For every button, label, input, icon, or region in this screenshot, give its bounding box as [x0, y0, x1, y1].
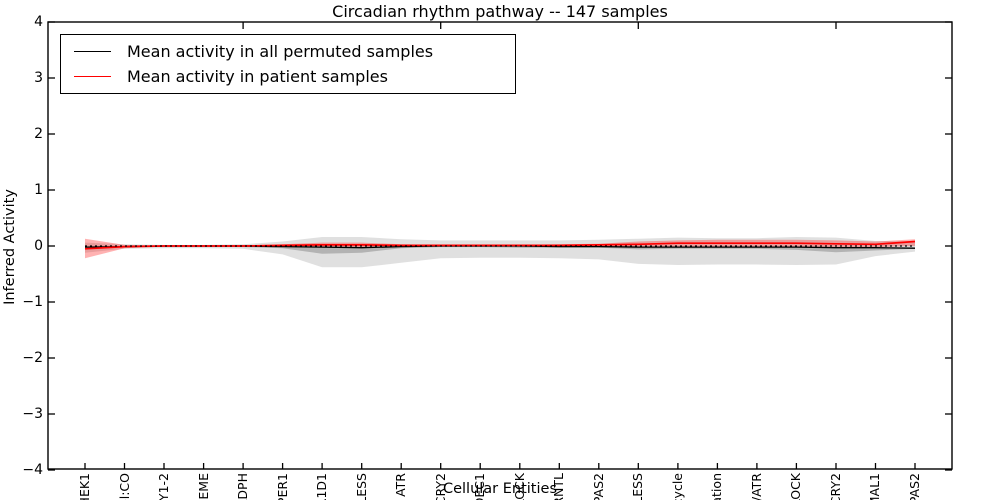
y-tick-label: 1: [34, 182, 43, 198]
x-tick-label: mol:HEME: [196, 473, 211, 500]
y-tick-label: −1: [22, 294, 43, 310]
x-tick-label: NPAS2: [590, 473, 606, 500]
x-tick-label: CHEK1: [77, 473, 92, 500]
x-tick-label: PER1: [274, 473, 290, 500]
x-tick-label: TIMELESS: [354, 473, 369, 500]
legend: Mean activity in all permuted samples Me…: [60, 34, 516, 94]
x-tick-label: CRY2: [432, 473, 448, 500]
legend-item-patient: Mean activity in patient samples: [74, 67, 515, 86]
x-tick-label: TIMELESS/CHEK1/ATR: [749, 473, 764, 500]
legend-label: Mean activity in all permuted samples: [127, 42, 434, 61]
red-line-swatch: [74, 76, 111, 77]
x-tick-label: CLOCK: [511, 473, 527, 500]
x-tick-label: mol:NADPH: [235, 473, 250, 500]
x-tick-label: PER1-2 / CRY1-2: [156, 473, 171, 500]
x-tick-label: BMAL1/CLOCK: [788, 473, 803, 500]
x-tick-label: NR1D1: [314, 473, 330, 500]
y-tick-label: −4: [22, 462, 43, 478]
y-tick-label: 4: [34, 14, 43, 30]
x-tick-label: PER1/TIMELESS: [630, 473, 645, 500]
black-line-swatch: [74, 51, 111, 52]
x-axis-label: Cellular Entities: [442, 481, 558, 497]
y-tick-label: −3: [22, 406, 43, 422]
y-tick-label: 2: [34, 126, 43, 142]
x-tick-label: ATR: [393, 473, 409, 497]
x-tick-label: TIMELESS/CRY2: [828, 473, 843, 500]
legend-label: Mean activity in patient samples: [127, 67, 388, 86]
x-tick-label: S phase of mitotic cell cycle: [670, 473, 685, 500]
y-tick-label: 3: [34, 70, 43, 86]
legend-item-permuted: Mean activity in all permuted samples: [74, 42, 515, 61]
x-tick-label: chromatin modification: [709, 473, 724, 500]
x-tick-label: mol:CO: [116, 473, 132, 500]
x-tick-label: ARNTL: [551, 473, 567, 500]
y-tick-label: 0: [34, 238, 43, 254]
x-tick-label: BMAL/CLOCK/NPAS2: [907, 473, 922, 500]
y-tick-label: −2: [22, 350, 43, 366]
x-tick-label: DEC1/BMAL1: [867, 473, 882, 500]
x-tick-label: DEC1: [472, 473, 488, 500]
chart-title: Circadian rhythm pathway -- 147 samples: [332, 2, 668, 21]
